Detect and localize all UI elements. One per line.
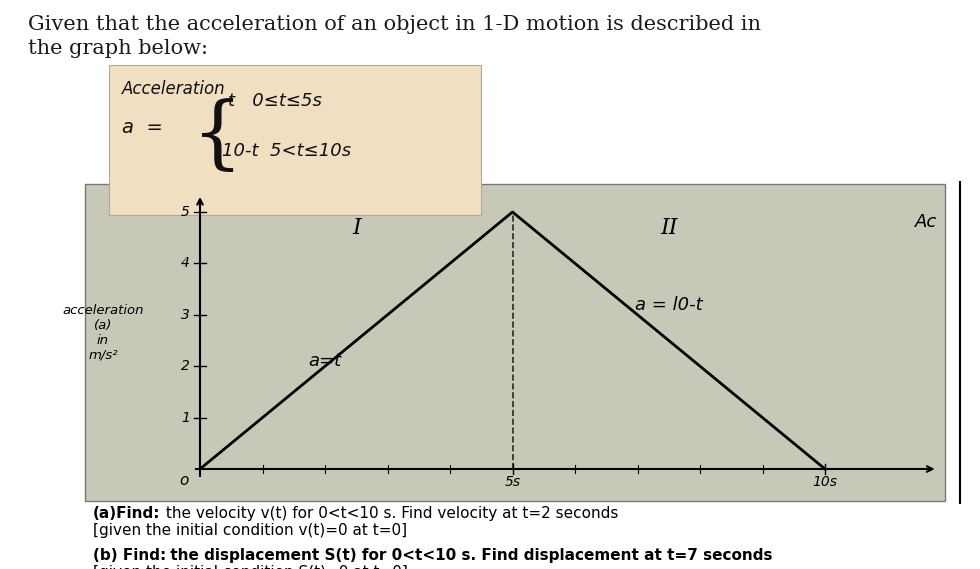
Text: (a)Find:: (a)Find: <box>93 506 161 521</box>
Text: II: II <box>660 217 677 239</box>
Text: the velocity v(t) for 0<t<10 s. Find velocity at t=2 seconds: the velocity v(t) for 0<t<10 s. Find vel… <box>161 506 618 521</box>
Text: the displacement S(t) for 0<t<10 s. Find displacement at t=7 seconds: the displacement S(t) for 0<t<10 s. Find… <box>165 548 772 563</box>
Text: 1: 1 <box>181 411 190 424</box>
Text: Ac: Ac <box>914 213 937 231</box>
Text: 4: 4 <box>181 257 190 270</box>
Text: 5s: 5s <box>505 475 520 489</box>
Text: [given the initial condition v(t)=0 at t=0]: [given the initial condition v(t)=0 at t… <box>93 523 407 538</box>
FancyBboxPatch shape <box>109 65 481 215</box>
Text: 5: 5 <box>181 205 190 219</box>
Text: Given that the acceleration of an object in 1-D motion is described in: Given that the acceleration of an object… <box>28 15 761 34</box>
Text: {: { <box>192 98 243 176</box>
Text: a=t: a=t <box>309 352 342 370</box>
Text: a = l0-t: a = l0-t <box>635 295 703 314</box>
Text: acceleration
(a)
in
m/s²: acceleration (a) in m/s² <box>63 303 144 361</box>
Text: [given the initial condition S(t)=0 at t=0]: [given the initial condition S(t)=0 at t… <box>93 565 408 569</box>
Text: a  =: a = <box>122 118 163 137</box>
Text: 3: 3 <box>181 308 190 322</box>
FancyBboxPatch shape <box>85 184 945 501</box>
Text: I: I <box>352 217 361 239</box>
Text: 10-t  5<t≤10s: 10-t 5<t≤10s <box>222 142 351 160</box>
Text: (b) Find:: (b) Find: <box>93 548 167 563</box>
Text: the graph below:: the graph below: <box>28 39 208 58</box>
Text: t   0≤t≤5s: t 0≤t≤5s <box>228 92 321 110</box>
Text: Acceleration: Acceleration <box>122 80 225 98</box>
Text: o: o <box>179 473 189 488</box>
Text: 2: 2 <box>181 359 190 373</box>
Text: 10s: 10s <box>812 475 838 489</box>
